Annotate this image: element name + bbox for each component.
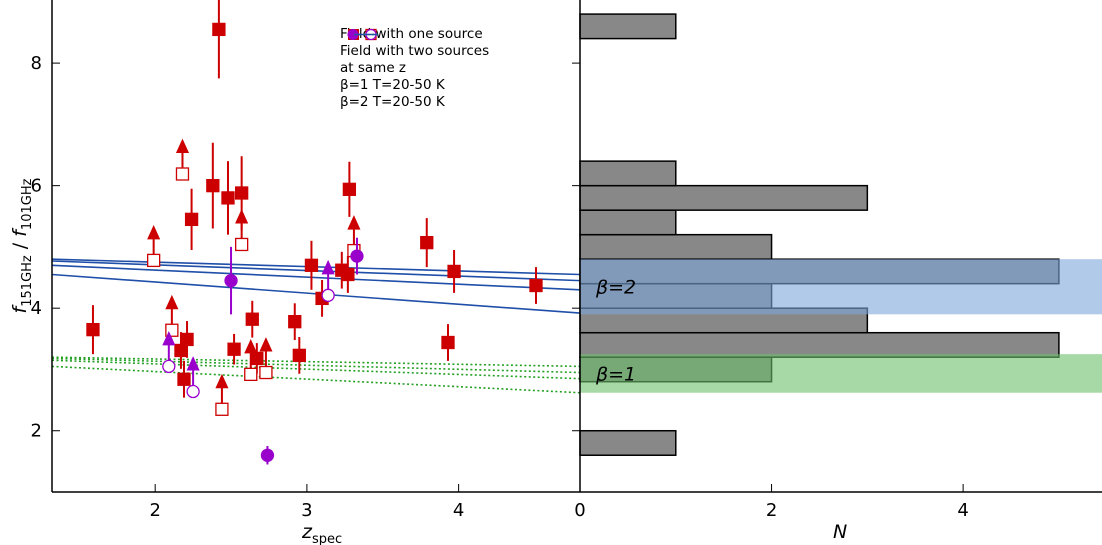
hist-bar [579, 184, 869, 211]
limit-point [147, 253, 161, 268]
y-tick-label: 2 [31, 421, 42, 442]
data-point [441, 335, 455, 350]
legend-label: Field with two sources at same z [340, 43, 490, 76]
y-label-part: 101GHz [20, 178, 35, 230]
data-point [180, 332, 194, 347]
data-point [212, 22, 226, 37]
data-point [177, 372, 191, 386]
limit-point [162, 359, 176, 374]
y-tick-label: 4 [31, 298, 42, 319]
x-tick-label: 2 [766, 500, 777, 521]
x-axis-label: zspec [301, 521, 342, 545]
data-point [224, 273, 238, 288]
data-point [221, 191, 235, 205]
data-point [174, 343, 188, 358]
data-point [447, 264, 461, 279]
legend-marker [347, 29, 359, 40]
hist-bar [579, 209, 677, 236]
hist-bar [579, 160, 677, 187]
legend-entry: Field with two sources at same z [340, 28, 570, 77]
data-point [529, 278, 543, 293]
hist-bar [579, 331, 1060, 358]
legend-entry: β=2 T=20-50 K [340, 33, 570, 111]
x-label-sub: spec [312, 532, 342, 545]
data-point [288, 315, 302, 329]
data-point [420, 235, 434, 250]
band-label: β=1 [595, 363, 636, 385]
y-label-part: f [9, 227, 31, 237]
x-tick-label: 3 [301, 500, 312, 521]
x-tick-label: 4 [453, 500, 464, 521]
limit-point [235, 237, 249, 252]
x-tick-label: 2 [149, 500, 160, 521]
legend-label: β=1 T=20-50 K [340, 77, 445, 93]
hist-bar [579, 429, 677, 456]
x-tick-label: 0 [574, 500, 585, 521]
data-point [184, 212, 199, 226]
data-point [227, 342, 241, 356]
y-tick-label: 6 [31, 176, 42, 197]
y-label-part: 151GHz [20, 255, 35, 307]
data-point [235, 186, 249, 200]
data-point [245, 312, 259, 326]
legend: Field with one source Field with two sour… [340, 26, 570, 111]
band [580, 354, 1102, 393]
limit-point [175, 167, 190, 181]
legend-symbol [354, 33, 378, 36]
model-line [51, 356, 581, 368]
data-point [350, 249, 364, 263]
band-label: β=2 [595, 277, 636, 299]
y-label-part: f [9, 303, 31, 313]
data-point [342, 182, 357, 196]
x-tick-label: 4 [957, 500, 968, 521]
limit-point [186, 384, 200, 399]
data-point [86, 322, 100, 337]
legend-label: β=2 T=20-50 K [340, 94, 445, 110]
data-point [250, 351, 264, 366]
x-label-main: z [301, 521, 313, 543]
y-tick-label: 8 [31, 53, 42, 74]
data-point [260, 448, 275, 462]
x-axis-label: N [833, 521, 847, 543]
hist-bar [579, 233, 773, 260]
limit-point [215, 402, 229, 416]
y-axis-label: f151GHz / f101GHz [9, 178, 35, 313]
model-line [51, 357, 581, 374]
data-point [341, 267, 355, 282]
limit-point [321, 288, 335, 302]
model-line [51, 365, 581, 394]
data-point [304, 258, 319, 272]
data-point [206, 178, 220, 193]
data-point [292, 348, 306, 363]
band [580, 259, 1102, 315]
legend-entry: β=1 T=20-50 K [340, 33, 570, 94]
y-label-part: / [9, 237, 31, 255]
model-line [51, 359, 581, 380]
hist-bar [579, 13, 677, 40]
limit-point [244, 367, 258, 382]
limit-point [259, 365, 273, 380]
model-line [51, 264, 581, 291]
